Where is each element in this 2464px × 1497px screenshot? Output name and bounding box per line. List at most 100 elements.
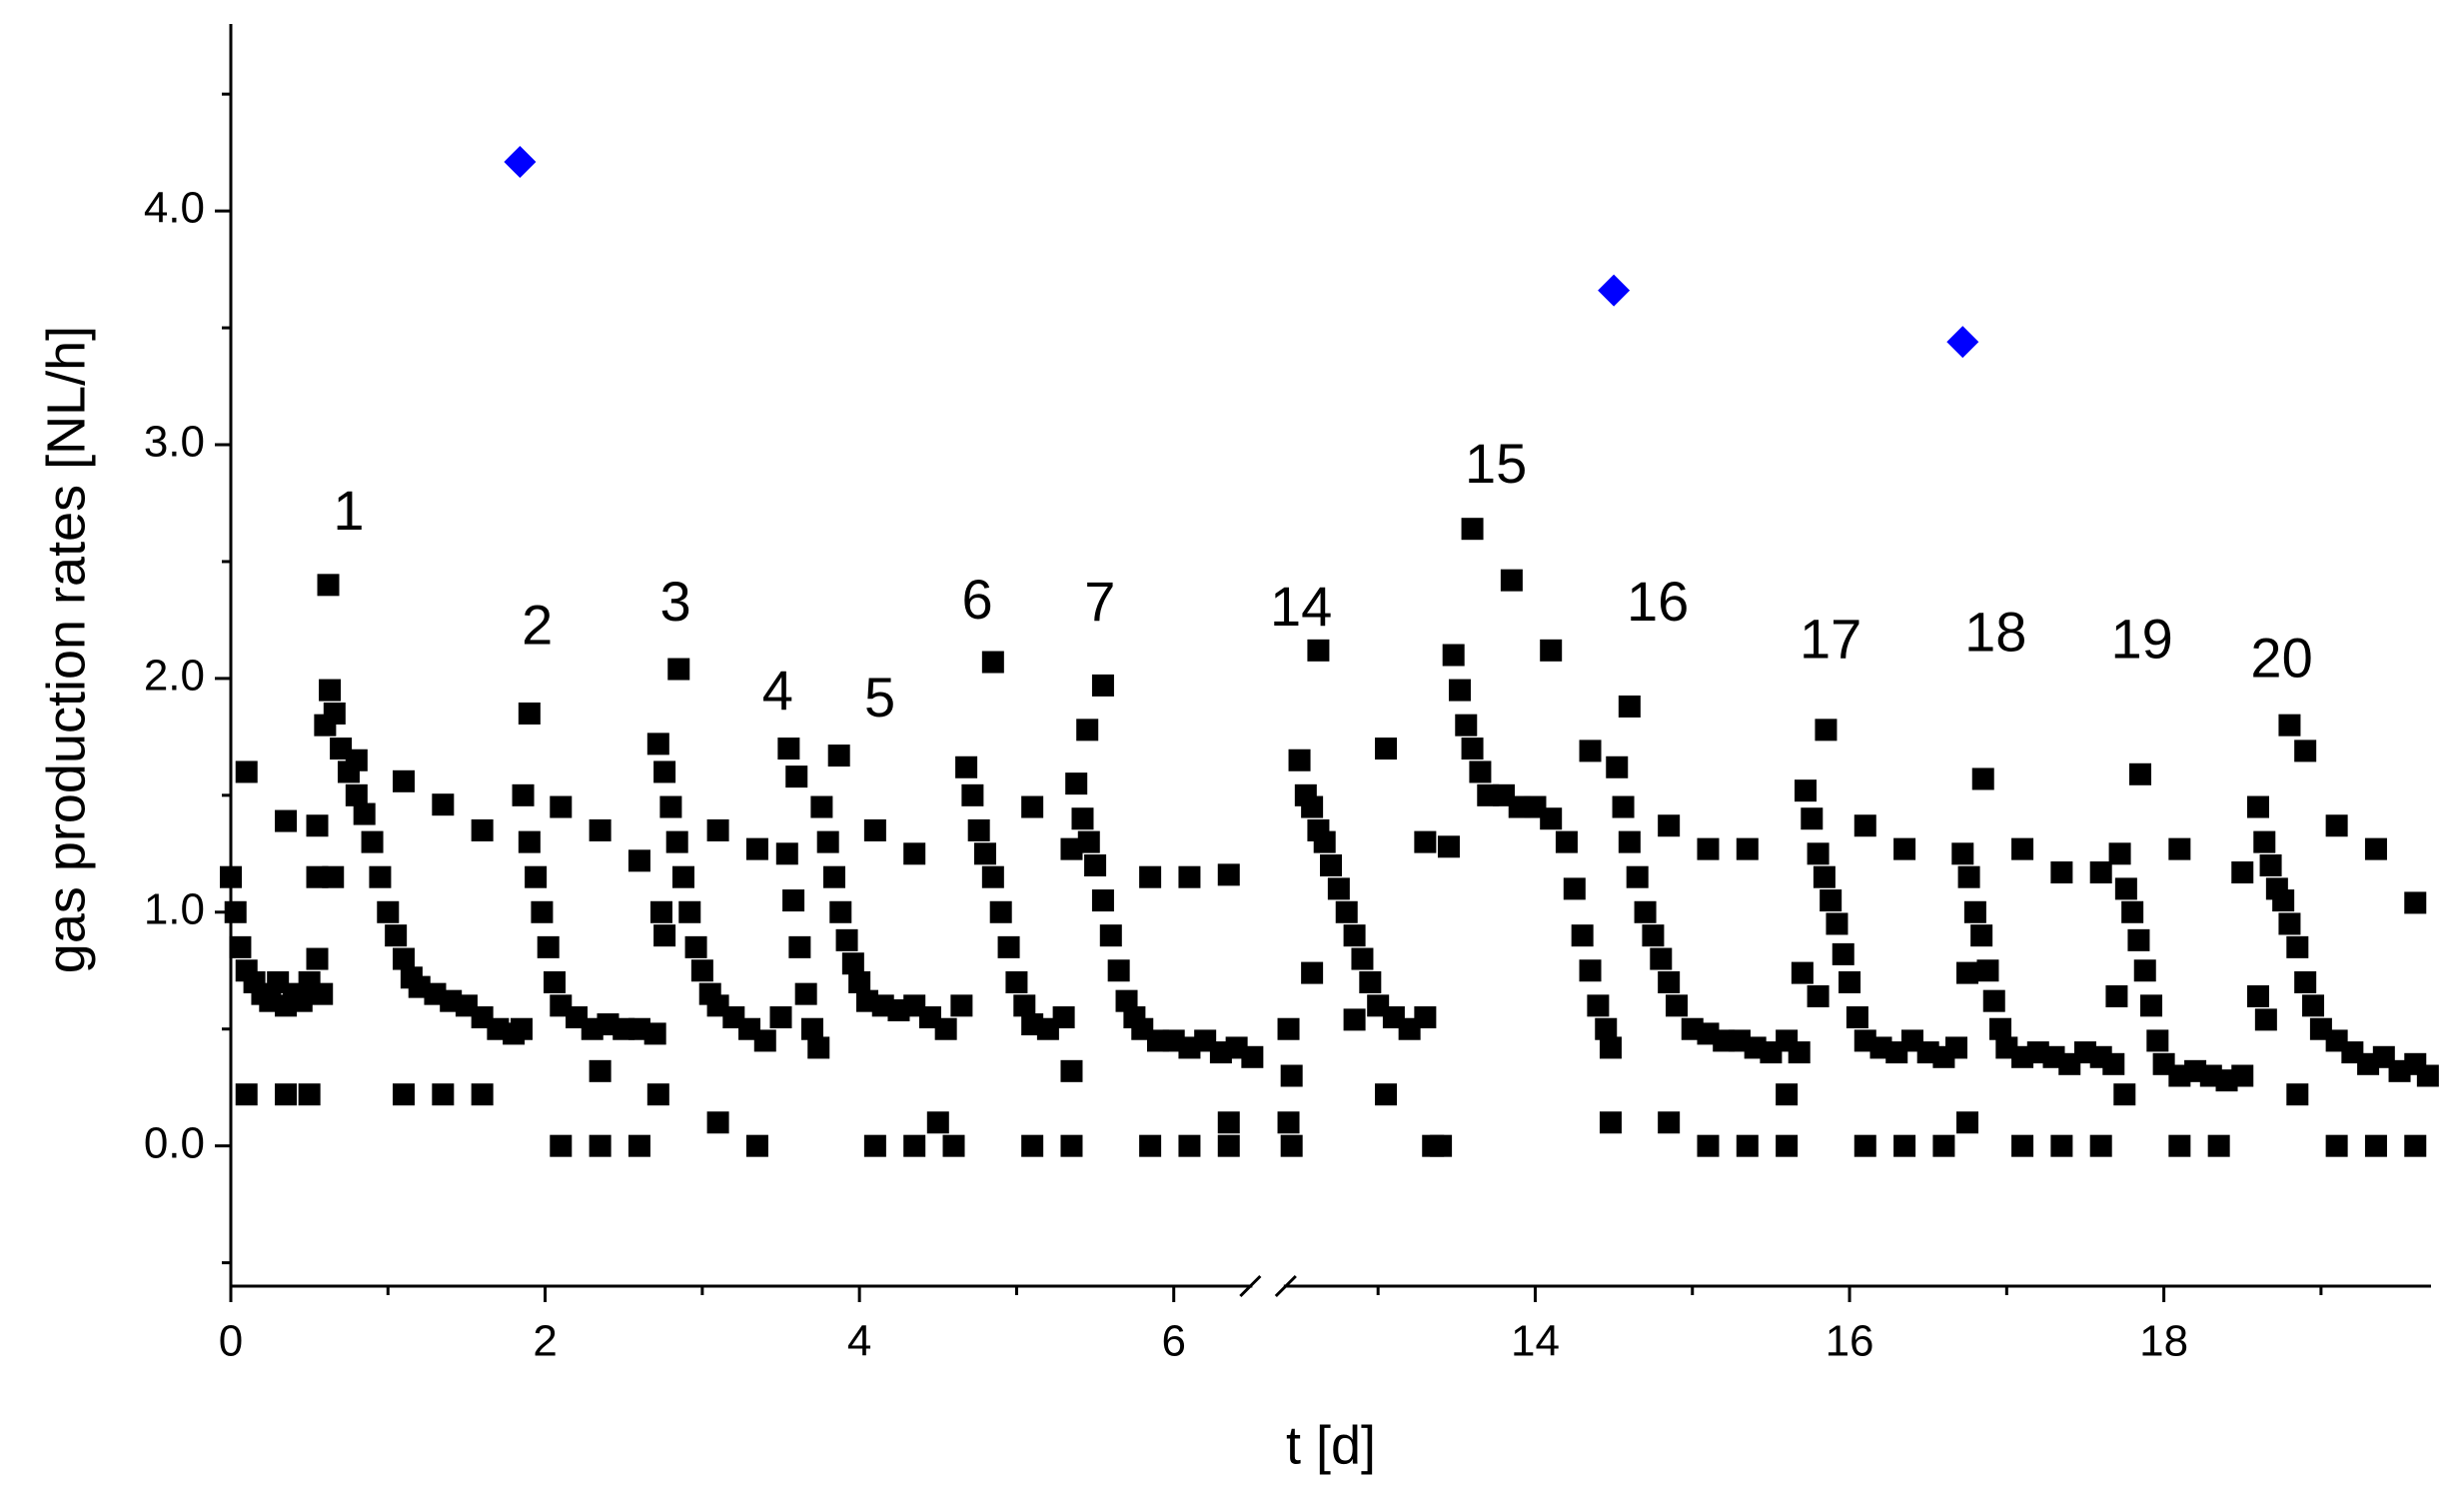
square-point	[863, 1134, 886, 1157]
square-point	[1099, 924, 1122, 947]
square-point	[1139, 1134, 1162, 1157]
square-point	[794, 982, 817, 1005]
square-point	[1853, 1134, 1876, 1157]
square-point	[2133, 959, 2156, 982]
cycle-label: 15	[1465, 432, 1527, 495]
square-point	[1178, 865, 1201, 888]
y-tick-label: 0.0	[144, 1118, 205, 1167]
square-point	[671, 865, 694, 888]
square-point	[2168, 837, 2191, 860]
square-point	[646, 1083, 669, 1106]
square-point	[1335, 900, 1358, 923]
y-tick-label: 1.0	[144, 884, 205, 933]
square-point	[1442, 644, 1465, 667]
square-point	[1846, 1006, 1868, 1029]
square-point	[1658, 970, 1681, 993]
x-tick-label: 6	[1161, 1317, 1185, 1366]
square-point	[1461, 738, 1484, 760]
square-point	[800, 1017, 823, 1040]
square-point	[1832, 942, 1854, 965]
square-point	[827, 745, 850, 767]
square-point	[298, 1083, 321, 1106]
square-point	[2113, 1083, 2136, 1106]
square-point	[2246, 984, 2269, 1007]
square-point	[1414, 830, 1437, 853]
square-point	[1626, 865, 1649, 888]
square-point	[1241, 1045, 1264, 1068]
square-point	[835, 928, 858, 951]
square-point	[361, 830, 384, 853]
square-point	[1021, 795, 1044, 818]
square-point	[816, 830, 839, 853]
square-point	[2121, 900, 2144, 923]
square-point	[537, 935, 560, 958]
square-point	[2272, 889, 2295, 912]
square-point	[1956, 961, 1979, 984]
square-point	[1139, 865, 1162, 888]
x-tick-label: 0	[219, 1317, 243, 1366]
square-point	[1301, 961, 1324, 984]
square-point	[1077, 830, 1100, 853]
square-point	[822, 865, 845, 888]
square-point	[2416, 1064, 2439, 1087]
square-point	[1658, 1111, 1681, 1134]
square-point	[2108, 842, 2131, 865]
square-point	[1807, 842, 1830, 865]
cycle-label: 14	[1270, 575, 1332, 638]
square-point	[2146, 1029, 2169, 1052]
square-point	[981, 651, 1004, 674]
square-point	[1359, 970, 1382, 993]
square-point	[345, 783, 368, 806]
square-point	[2102, 1052, 2125, 1075]
square-point	[1288, 748, 1311, 771]
square-point	[518, 830, 541, 853]
diamond-point	[1946, 326, 1979, 359]
square-point	[2254, 1008, 2277, 1031]
square-point	[1971, 767, 1994, 790]
square-point	[667, 658, 690, 681]
square-point	[1065, 772, 1088, 795]
square-point	[1343, 1008, 1366, 1031]
square-point	[769, 1006, 792, 1029]
square-point	[1351, 947, 1374, 970]
cycle-label: 3	[660, 570, 691, 633]
square-point	[1658, 814, 1681, 837]
square-point	[1956, 1111, 1979, 1134]
square-point	[785, 765, 808, 788]
square-point	[2278, 912, 2301, 935]
square-point	[1579, 740, 1602, 762]
square-point	[589, 1134, 612, 1157]
square-point	[1414, 1006, 1437, 1029]
square-point	[678, 900, 701, 923]
square-point	[653, 760, 676, 783]
square-point	[1826, 912, 1848, 935]
square-point	[311, 982, 334, 1005]
square-point	[518, 702, 541, 725]
square-point	[1893, 1134, 1916, 1157]
square-point	[753, 1029, 776, 1052]
square-point	[1801, 807, 1824, 830]
square-point	[1217, 1111, 1240, 1134]
square-point	[1612, 795, 1635, 818]
square-point	[1618, 830, 1641, 853]
square-point	[643, 1022, 666, 1045]
square-point	[1776, 1083, 1799, 1106]
square-point	[471, 1083, 494, 1106]
square-point	[1375, 1083, 1398, 1106]
square-point	[810, 795, 833, 818]
square-point	[1963, 900, 1986, 923]
square-point	[627, 849, 650, 872]
square-point	[1944, 1036, 1967, 1059]
cycle-label: 18	[1964, 601, 2026, 664]
square-point	[1697, 837, 1720, 860]
square-point	[319, 679, 342, 702]
square-point	[1060, 837, 1083, 860]
square-point	[2089, 861, 2112, 884]
square-point	[345, 748, 368, 771]
cycle-label: 6	[962, 568, 993, 631]
square-point	[317, 574, 340, 597]
cycle-label: 19	[2110, 608, 2172, 671]
square-point	[1437, 835, 1460, 858]
square-point	[1280, 1134, 1303, 1157]
